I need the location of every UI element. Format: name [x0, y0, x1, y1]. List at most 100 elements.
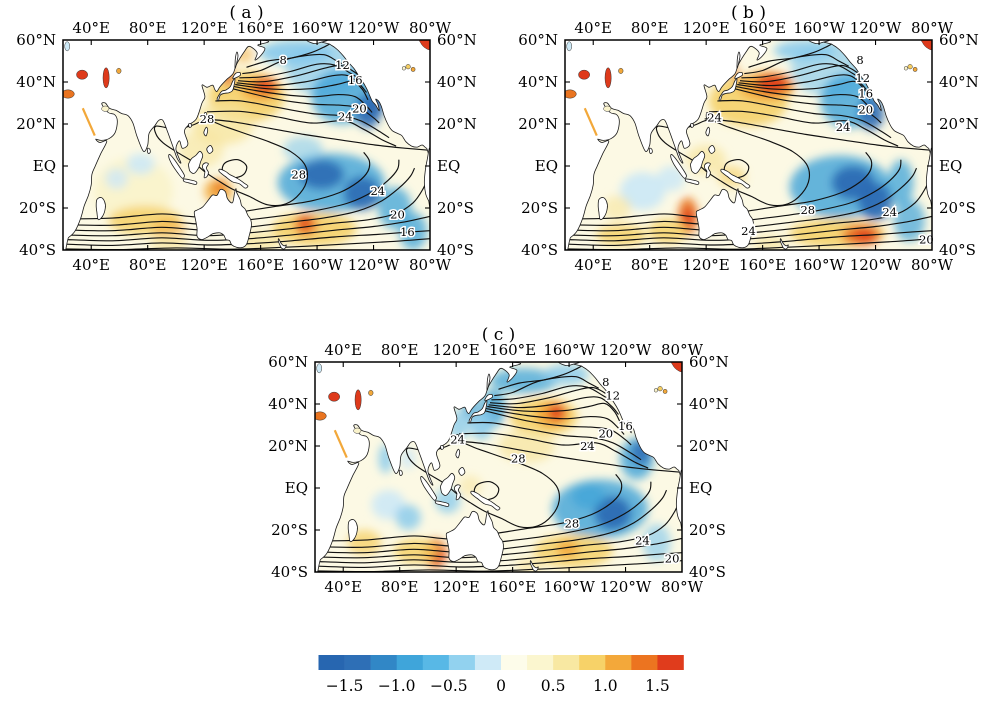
lon-tick-label: 160°E: [489, 578, 536, 596]
lat-tick-label: 60°N: [16, 31, 56, 49]
lat-tick-label: 40°N: [689, 395, 729, 413]
lat-tick-label: 20°N: [16, 115, 56, 133]
lat-tick-label: 40°N: [16, 73, 56, 91]
lat-tick-label: EQ: [285, 479, 308, 497]
contour-label: 24: [580, 439, 595, 453]
colorbar-segment: [579, 655, 606, 670]
lat-tick-label: 20°N: [518, 115, 558, 133]
lon-tick-label: 120°W: [600, 578, 652, 596]
colorbar-segments: [318, 655, 684, 670]
lon-tick-label: 160°W: [793, 19, 845, 37]
colorbar-segment: [501, 655, 528, 670]
lon-tick-label: 120°E: [181, 19, 228, 37]
lat-tick-label: 40°N: [518, 73, 558, 91]
lon-tick-label: 120°W: [850, 256, 902, 274]
lat-tick-label: 40°N: [268, 395, 308, 413]
contour-label: 20: [598, 426, 613, 440]
lat-tick-label: 40°S: [521, 241, 558, 259]
lat-tick-label: 40°S: [19, 241, 56, 259]
lon-tick-label: 80°W: [911, 19, 954, 37]
colorbar-segment: [344, 655, 371, 670]
map-frame: [62, 39, 431, 251]
colorbar-segment: [605, 655, 632, 670]
contour-label: 24: [338, 110, 353, 124]
colorbar-segment: [370, 655, 398, 670]
lon-tick-label: 160°W: [291, 256, 343, 274]
contour-label: 24: [707, 111, 722, 125]
contour-label: 24: [635, 534, 650, 548]
lat-tick-label: 40°N: [437, 73, 477, 91]
colorbar-svg: −1.5 −1.0 −0.5 0 0.5 1.0 1.5: [318, 655, 684, 695]
map-panel-container-c: ( c ) 8 12 16 20 24 24 28 28 24 20 40°E 40°E 80°E 80°E…: [252, 322, 752, 637]
colorbar-tick-labels: −1.5 −1.0 −0.5 0 0.5 1.0 1.5: [326, 677, 670, 695]
axis-ticks: [315, 362, 682, 572]
lat-tick-label: 60°N: [437, 31, 477, 49]
lon-tick-label: 80°E: [631, 19, 669, 37]
lat-tick-label: EQ: [437, 157, 460, 175]
lat-tick-label: 20°S: [271, 521, 308, 539]
colorbar: −1.5 −1.0 −0.5 0 0.5 1.0 1.5: [317, 651, 685, 699]
lon-tick-label: 40°E: [574, 256, 612, 274]
lat-tick-label: 40°S: [689, 563, 726, 581]
sst-contours: [315, 363, 682, 572]
contour-label: 12: [855, 71, 870, 85]
contour-label: 24: [836, 120, 851, 134]
map-panel-container-b: ( b ) 8 12 16 20 24 24 28 24 24 20 40°E 40°E 80°E 80°E…: [502, 0, 1000, 315]
lat-tick-label: EQ: [689, 479, 712, 497]
lon-tick-label: 80°W: [661, 341, 704, 359]
inland-seas: [63, 40, 430, 136]
lon-tick-label: 160°W: [543, 578, 595, 596]
contour-label: 24: [882, 205, 897, 219]
lat-tick-label: 20°N: [939, 115, 979, 133]
map-frame: [564, 39, 933, 251]
colorbar-tick-label: −1.5: [326, 677, 364, 695]
lon-tick-label: 160°W: [543, 341, 595, 359]
contour-label: 8: [280, 53, 287, 67]
lon-tick-label: 40°E: [324, 578, 362, 596]
lon-tick-label: 120°E: [683, 256, 730, 274]
contour-label: 28: [291, 167, 306, 181]
lon-tick-label: 160°W: [291, 19, 343, 37]
lon-tick-label: 80°E: [381, 578, 419, 596]
lon-tick-label: 160°E: [237, 256, 284, 274]
lon-axis-labels: 40°E 40°E 80°E 80°E 120°E 120°E 160°E 160°E 160°…: [324, 341, 703, 596]
inland-seas: [315, 362, 682, 458]
colorbar-segment: [422, 655, 450, 670]
lon-tick-label: 120°E: [433, 578, 480, 596]
contour-label: 16: [618, 419, 633, 433]
lon-tick-label: 80°W: [409, 19, 452, 37]
lat-tick-label: EQ: [939, 157, 962, 175]
lat-axis-labels: 60°N 60°N 40°N 40°N 20°N 20°N EQ EQ 20°S 20°S 40°S…: [518, 31, 978, 259]
lon-tick-label: 80°E: [631, 256, 669, 274]
lat-tick-label: 20°S: [689, 521, 726, 539]
lat-tick-label: 40°S: [271, 563, 308, 581]
panel-title: ( b ): [731, 3, 766, 23]
colorbar-segment: [396, 655, 424, 670]
lon-tick-label: 120°E: [683, 19, 730, 37]
lon-tick-label: 160°E: [739, 256, 786, 274]
lat-tick-label: 40°S: [939, 241, 976, 259]
colorbar-segment: [527, 655, 554, 670]
lat-tick-label: EQ: [535, 157, 558, 175]
lat-tick-label: 40°N: [939, 73, 979, 91]
contour-label: 28: [200, 112, 215, 126]
lon-tick-label: 120°W: [348, 19, 400, 37]
lat-axis-labels: 60°N 60°N 40°N 40°N 20°N 20°N EQ EQ 20°S 20°S 40°S…: [268, 353, 728, 581]
contour-label: 16: [400, 225, 415, 239]
lon-tick-label: 160°E: [237, 19, 284, 37]
lon-axis-labels: 40°E 40°E 80°E 80°E 120°E 120°E 160°E 160°E 160°…: [574, 19, 953, 274]
lon-tick-label: 80°E: [381, 341, 419, 359]
contour-label: 28: [800, 203, 815, 217]
map-panel-a: ( a )8 12162024282824201640°E40°E80°E80°E…: [16, 3, 477, 274]
lat-tick-label: 60°N: [939, 31, 979, 49]
lon-axis-labels: 40°E 40°E 80°E 80°E 120°E 120°E 160°E 160°E 160°…: [72, 19, 451, 274]
lon-tick-label: 120°W: [600, 341, 652, 359]
lon-tick-label: 80°E: [129, 256, 167, 274]
colorbar-tick-label: 1.0: [593, 677, 618, 695]
lon-tick-label: 80°W: [409, 256, 452, 274]
axis-ticks: [63, 40, 430, 250]
contour-label: 8: [602, 375, 609, 389]
